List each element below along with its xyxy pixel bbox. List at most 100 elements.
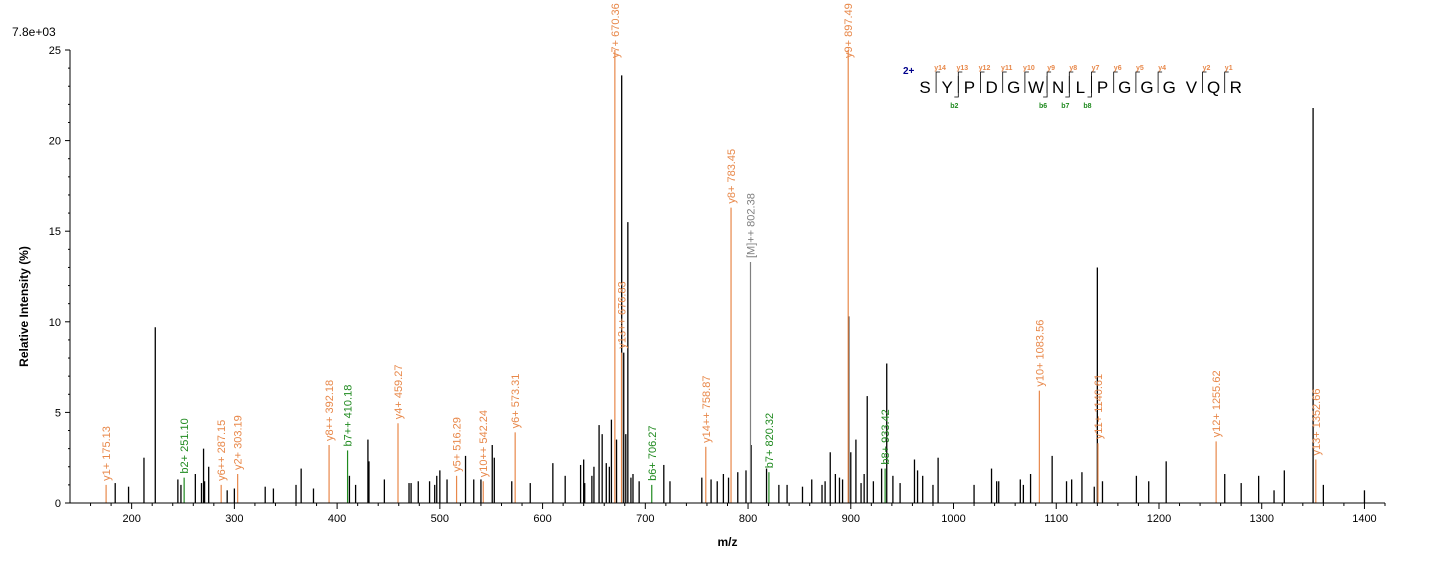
sequence-residue: V (1186, 78, 1198, 97)
x-tick-label: 500 (431, 513, 449, 525)
sequence-residue: Q (1207, 78, 1220, 97)
peak-label: y9+ 897.49 (843, 3, 855, 58)
y-tick-label: 0 (55, 498, 61, 510)
x-tick-label: 1200 (1147, 513, 1171, 525)
peak-annotations: y1+ 175.13 b2+ 251.10 y6++ 287.15 y2+ 303.1… (101, 3, 1323, 481)
y-tick-label: 15 (49, 226, 61, 238)
sequence-residue: P (1097, 78, 1108, 97)
x-tick-label: 400 (328, 513, 346, 525)
sequence-residue: P (964, 78, 975, 97)
y-ion-bracket (1046, 71, 1052, 93)
y-tick-label: 5 (55, 407, 61, 419)
y-ion-label: y10 (1023, 65, 1035, 72)
b-ion-label: b2 (950, 103, 958, 110)
peak-label: y8+ 783.45 (726, 149, 738, 204)
sequence-residue: R (1230, 78, 1242, 97)
y-ion-label: y2 (1203, 65, 1211, 72)
y-ion-bracket (957, 71, 963, 93)
y-ion-bracket (1024, 71, 1029, 93)
y-ion-label: y7 (1092, 65, 1100, 72)
y-ion-label: y13 (956, 65, 968, 72)
x-tick-label: 800 (739, 513, 757, 525)
sequence-residue: Y (942, 78, 953, 97)
y-axis-title: Relative Intensity (%) (17, 246, 31, 367)
sequence-residue: S (919, 78, 930, 97)
peak-label: b7+ 820.32 (764, 413, 776, 468)
peak-label: y14++ 758.87 (701, 376, 713, 443)
y-ion-label: y9 (1047, 65, 1055, 72)
sequence-residue: G (1140, 78, 1153, 97)
b-ion-label: b8 (1083, 103, 1091, 110)
y-ion-label: y8 (1069, 65, 1077, 72)
peak-label: y10++ 542.24 (478, 410, 490, 477)
y-ion-bracket (1157, 71, 1163, 93)
b-ion-label: b7 (1061, 103, 1069, 110)
sequence-residue: G (1118, 78, 1131, 97)
y-tick-label: 20 (49, 136, 61, 148)
axis-ticks: 200 300 400 500 600 700 800 900 1000 1100 1200 1300… (49, 45, 1386, 525)
x-tick-label: 600 (533, 513, 551, 525)
y-ion-bracket (935, 71, 941, 93)
spectrum-peaks (105, 50, 1366, 503)
x-tick-label: 1000 (941, 513, 965, 525)
peak-label: [M]++ 802.38 (745, 193, 757, 258)
x-tick-label: 900 (842, 513, 860, 525)
y-ion-label: y11 (1001, 65, 1012, 72)
x-tick-label: 300 (225, 513, 243, 525)
charge-state-label: 2+ (903, 66, 915, 77)
y-tick-label: 10 (49, 317, 61, 329)
y-ion-bracket (1002, 71, 1007, 93)
y-ion-bracket (1068, 71, 1074, 93)
y-ion-bracket (1202, 71, 1207, 93)
peak-label: y7+ 670.36 (610, 3, 622, 58)
y-ion-bracket (1135, 71, 1140, 93)
sequence-residue: N (1052, 78, 1064, 97)
y-ion-label: y5 (1136, 65, 1144, 72)
x-tick-label: 1300 (1249, 513, 1273, 525)
y-ion-label: y1 (1225, 65, 1233, 72)
sequence-residue: L (1076, 78, 1085, 97)
peak-label: b8+ 933.42 (880, 409, 892, 464)
x-tick-label: 1100 (1044, 513, 1068, 525)
b-ion-bracket (1087, 76, 1092, 98)
peak-label: y13+ 1352.66 (1311, 389, 1323, 456)
intensity-scale-label: 7.8e+03 (12, 25, 56, 39)
sequence-residue: W (1028, 78, 1044, 97)
y-tick-label: 25 (49, 45, 61, 57)
y-ion-label: y4 (1158, 65, 1166, 72)
peak-label: y12+ 1255.62 (1211, 370, 1223, 437)
b-ion-bracket (1065, 76, 1070, 98)
y-ion-bracket (1091, 71, 1096, 93)
y-ion-label: y12 (979, 65, 991, 72)
peak-label: y6+ 573.31 (510, 374, 522, 429)
x-tick-label: 700 (636, 513, 654, 525)
x-tick-label: 200 (122, 513, 140, 525)
b-ion-bracket (1043, 76, 1048, 98)
peak-label: y1+ 175.13 (101, 426, 113, 481)
peak-label: y10+ 1083.56 (1034, 320, 1046, 387)
peak-label: y13++ 676.83 (617, 281, 629, 348)
x-axis-title: m/z (717, 535, 737, 549)
sequence-residue: G (1007, 78, 1020, 97)
y-ion-bracket (980, 71, 985, 93)
peak-label: y8++ 392.18 (324, 380, 336, 441)
sequence-residue: G (1163, 78, 1176, 97)
x-tick-label: 1400 (1352, 513, 1376, 525)
peak-label: y4+ 459.27 (393, 365, 405, 420)
peak-label: b2+ 251.10 (179, 418, 191, 473)
peak-label: y2+ 303.19 (233, 415, 245, 470)
peak-label: b6+ 706.27 (647, 426, 659, 481)
b-ion-bracket (954, 76, 959, 98)
peak-label: y6++ 287.15 (216, 420, 228, 481)
sequence-residue: D (985, 78, 997, 97)
peak-label: b7++ 410.18 (343, 385, 355, 447)
y-ion-label: y14 (934, 65, 946, 72)
peak-label: y5+ 516.29 (452, 417, 464, 472)
y-ion-bracket (1224, 71, 1229, 93)
b-ion-label: b6 (1039, 103, 1047, 110)
y-ion-label: y6 (1114, 65, 1122, 72)
peak-label: y11+ 1140.61 (1093, 374, 1105, 439)
y-ion-bracket (1113, 71, 1118, 93)
